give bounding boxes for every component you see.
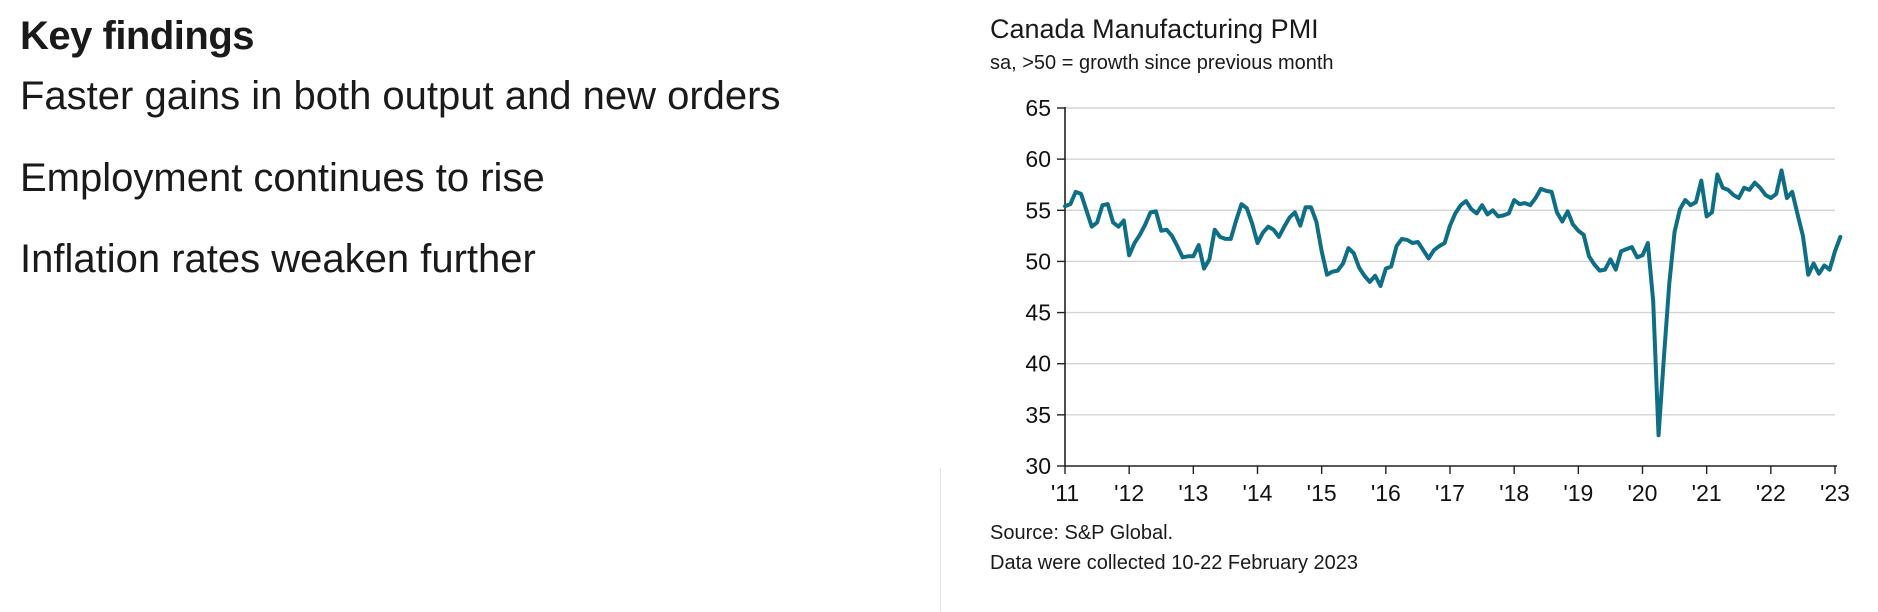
x-tick-label: '19 — [1563, 480, 1593, 506]
x-tick-label: '17 — [1435, 480, 1465, 506]
x-tick-label: '21 — [1692, 480, 1722, 506]
finding-employment: Employment continues to rise — [20, 156, 545, 200]
x-tick-label: '11 — [1051, 480, 1079, 506]
y-tick-label: 30 — [1025, 453, 1051, 479]
finding-output-orders: Faster gains in both output and new orde… — [20, 74, 781, 118]
y-tick-label: 35 — [1025, 402, 1051, 428]
chart-title: Canada Manufacturing PMI — [990, 14, 1319, 44]
y-tick-label: 45 — [1025, 300, 1051, 326]
chart-source-note: Source: S&P Global. — [990, 522, 1174, 544]
panel-divider — [940, 468, 941, 612]
finding-inflation: Inflation rates weaken further — [20, 237, 536, 281]
chart-subtitle: sa, >50 = growth since previous month — [990, 52, 1334, 74]
y-axis-ticks: 30 35 40 45 50 55 60 65 — [1025, 95, 1051, 479]
x-tick-label: '12 — [1114, 480, 1144, 506]
gridlines — [1065, 107, 1835, 416]
axes — [1057, 107, 1837, 474]
y-tick-label: 40 — [1025, 351, 1051, 377]
series-layer — [1063, 168, 1843, 438]
x-tick-label: '16 — [1371, 480, 1401, 506]
chart-collection-note: Data were collected 10-22 February 2023 — [990, 552, 1358, 574]
y-tick-label: 60 — [1025, 146, 1051, 172]
pmi-series-line — [1063, 168, 1843, 438]
x-tick-label: '22 — [1756, 480, 1786, 506]
x-tick-label: '14 — [1243, 480, 1273, 506]
y-tick-label: 65 — [1025, 95, 1051, 121]
x-tick-label: '18 — [1499, 480, 1529, 506]
x-tick-label: '13 — [1178, 480, 1208, 506]
y-tick-label: 50 — [1025, 248, 1051, 274]
key-findings-heading: Key findings — [20, 14, 255, 58]
y-tick-label: 55 — [1025, 197, 1051, 223]
x-tick-label: '23 — [1820, 480, 1850, 506]
pmi-chart-panel: Canada Manufacturing PMI sa, >50 = growt… — [990, 0, 1878, 612]
x-axis-ticks: '11 '12 '13 '14 '15 '16 '17 '18 '19 '20 '21 '22 '23 — [1051, 480, 1850, 506]
x-tick-label: '20 — [1628, 480, 1658, 506]
key-findings-panel: Key findings Faster gains in both output… — [20, 0, 920, 612]
x-tick-label: '15 — [1307, 480, 1337, 506]
